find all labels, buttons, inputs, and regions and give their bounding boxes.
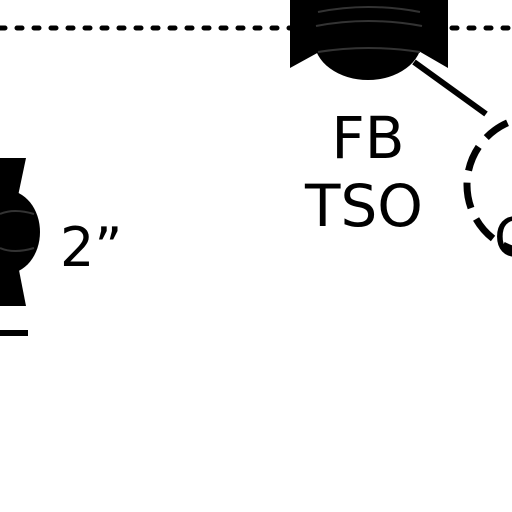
callout-circle [463,117,512,253]
size-label: 2” [60,216,122,279]
top-valve-icon [290,0,448,80]
leader-line [412,59,488,117]
tso-label: TSO [304,172,423,240]
left-valve-icon [0,158,40,336]
partial-label: C [494,206,512,269]
fb-label: FB [331,104,404,172]
